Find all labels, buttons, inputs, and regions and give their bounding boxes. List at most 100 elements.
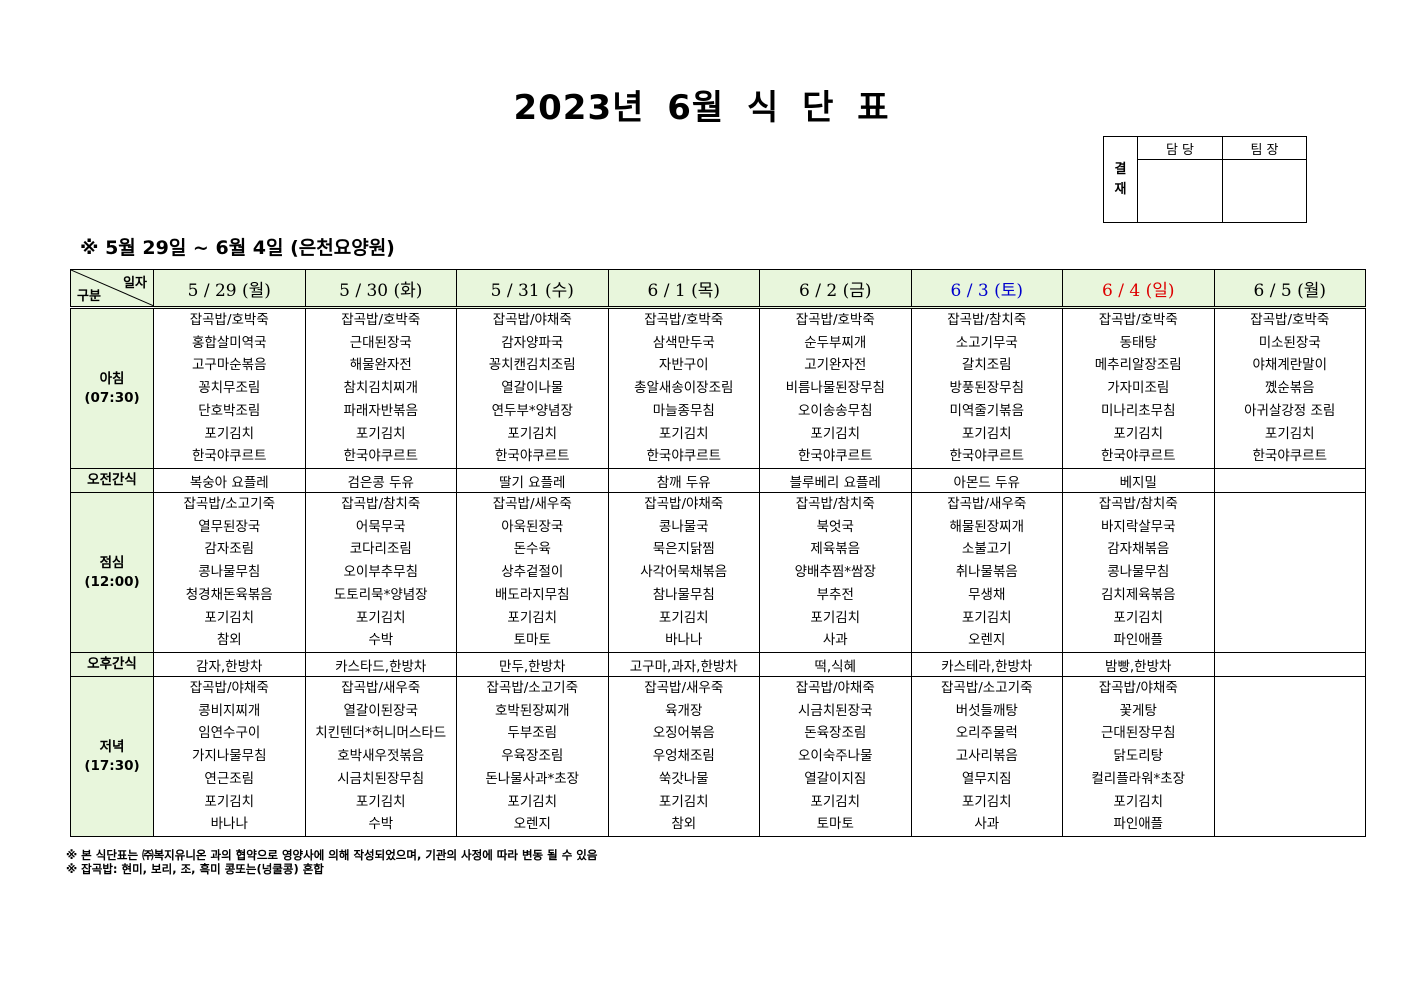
- snack-cell: 카스타드,한방차: [304, 652, 457, 677]
- menu-cell: 잡곡밥/호박죽 미소된장국 야채계란말이 꼤순볶음 아귀살강정 조림 포기김치 한국야쿠르트: [1213, 307, 1366, 469]
- menu-item: 버섯들깨탕: [955, 702, 1018, 719]
- menu-item: 포기김치: [355, 425, 406, 442]
- menu-cell: 잡곡밥/참치죽 북엇국 제육볶음 양배추찜*쌈장 부추전 포기김치 사과: [759, 492, 912, 653]
- approval-sign-manager[interactable]: [1137, 159, 1223, 223]
- menu-item: 고기완자전: [804, 357, 867, 374]
- footnotes: ※ 본 식단표는 ㈜복지유니온 과의 협약으로 영양사에 의해 작성되었으며, …: [66, 848, 597, 876]
- menu-item: 포기김치: [658, 425, 709, 442]
- menu-item: 잡곡밥/야채죽: [644, 496, 724, 513]
- menu-item: 잡곡밥/새우죽: [947, 496, 1027, 513]
- menu-item: 잡곡밥/새우죽: [492, 496, 572, 513]
- menu-item: 한국야쿠르트: [494, 448, 570, 465]
- menu-item: 연근조림: [204, 770, 255, 787]
- menu-item: 포기김치: [658, 609, 709, 626]
- menu-item: 파인애플: [1113, 632, 1164, 649]
- menu-item: 육개장: [665, 702, 703, 719]
- snack-cell: 밤빵,한방차: [1062, 652, 1215, 677]
- menu-item: 한국야쿠르트: [797, 448, 873, 465]
- menu-item: 홍합살미역국: [191, 334, 267, 351]
- menu-item: 포기김치: [355, 793, 406, 810]
- snack-cell: 검은콩 두유: [304, 468, 457, 493]
- menu-item: 돈나물사과*초장: [485, 770, 580, 787]
- menu-item: 메추리알장조림: [1094, 357, 1182, 374]
- meal-time: (12:00): [84, 573, 140, 590]
- menu-item: 소불고기: [961, 541, 1012, 558]
- menu-item: 아귀살강정 조림: [1244, 402, 1336, 419]
- menu-item: 근대된장국: [349, 334, 412, 351]
- menu-item: 포기김치: [810, 609, 861, 626]
- menu-cell: 잡곡밥/새우죽 육개장 오징어볶음 우엉채조림 쑥갓나물 포기김치 참외: [607, 676, 760, 837]
- corner-date-label: 일자: [123, 276, 147, 291]
- day-header: 5 / 29 (월): [153, 269, 306, 309]
- menu-cell: 잡곡밥/새우죽 해물된장찌개 소불고기 취나물볶음 무생채 포기김치 오렌지: [910, 492, 1063, 653]
- row-label: 오후간식: [70, 652, 154, 677]
- menu-item: 포기김치: [961, 793, 1012, 810]
- menu-item: 토마토: [513, 632, 551, 649]
- menu-item: 부추전: [816, 586, 854, 603]
- menu-item: 단호박조림: [198, 402, 261, 419]
- menu-item: 삼색만두국: [652, 334, 715, 351]
- meal-row: 아침 (07:30) 잡곡밥/호박죽 홍합살미역국 고구마순볶음 꽁치무조림 단호박조림 포기…: [70, 307, 1366, 469]
- menu-item: 돈육장조림: [804, 725, 867, 742]
- snack-cell: 베지밀: [1062, 468, 1215, 493]
- menu-item: 열갈이지짐: [804, 770, 867, 787]
- menu-item: 무생채: [968, 586, 1006, 603]
- menu-item: 연두부*양념장: [491, 402, 573, 419]
- menu-item: 포기김치: [204, 425, 255, 442]
- menu-item: 참외: [216, 632, 242, 649]
- menu-item: 잡곡밥/호박죽: [341, 312, 421, 329]
- menu-item: 바지락살무국: [1100, 518, 1176, 535]
- menu-item: 코다리조림: [349, 541, 412, 558]
- meal-row: 점심 (12:00) 잡곡밥/소고기죽 열무된장국 감자조림 콩나물무침 청경채돈육볶음 포기…: [70, 492, 1366, 653]
- menu-item: 가자미조림: [1107, 380, 1170, 397]
- menu-item: 오이부추무침: [343, 564, 419, 581]
- day-header: 5 / 30 (화): [304, 269, 457, 309]
- menu-item: 바나나: [210, 816, 248, 833]
- menu-item: 마늘종무침: [652, 402, 715, 419]
- menu-item: 잡곡밥/야채죽: [189, 680, 269, 697]
- menu-item: 오이숙주나물: [797, 748, 873, 765]
- menu-item: 콩나물무침: [1107, 564, 1170, 581]
- menu-item: 꼤순볶음: [1264, 380, 1315, 397]
- menu-cell: 잡곡밥/호박죽 동태탕 메추리알장조림 가자미조림 미나리초무침 포기김치 한국야쿠르트: [1062, 307, 1215, 469]
- menu-item: 갈치조림: [961, 357, 1012, 374]
- menu-item: 열갈이나물: [501, 380, 564, 397]
- menu-cell: 잡곡밥/야채죽 콩나물국 묵은지닭찜 사각어묵채볶음 참나물무침 포기김치 바나나: [607, 492, 760, 653]
- menu-item: 포기김치: [1113, 425, 1164, 442]
- menu-item: 우엉채조림: [652, 748, 715, 765]
- menu-item: 포기김치: [1113, 609, 1164, 626]
- menu-cell: [1213, 676, 1366, 837]
- snack-cell: 떡,식혜: [759, 652, 912, 677]
- snack-cell: 카스테라,한방차: [910, 652, 1063, 677]
- menu-cell: [1213, 492, 1366, 653]
- menu-item: 한국야쿠르트: [1252, 448, 1328, 465]
- menu-item: 콩비지찌개: [198, 702, 261, 719]
- menu-item: 묵은지닭찜: [652, 541, 715, 558]
- menu-item: 포기김치: [961, 609, 1012, 626]
- menu-item: 고구마순볶음: [191, 357, 267, 374]
- approval-sign-team-lead[interactable]: [1222, 159, 1307, 223]
- menu-item: 닭도리탕: [1113, 748, 1164, 765]
- menu-item: 참치김치찌개: [343, 380, 419, 397]
- menu-cell: 잡곡밥/소고기죽 열무된장국 감자조림 콩나물무침 청경채돈육볶음 포기김치 참외: [153, 492, 306, 653]
- row-label: 아침 (07:30): [70, 307, 154, 469]
- menu-item: 청경채돈육볶음: [185, 586, 273, 603]
- approval-label-1: 결: [1114, 161, 1127, 177]
- menu-cell: 잡곡밥/소고기죽 버섯들깨탕 오리주물럭 고사리볶음 열무지짐 포기김치 사과: [910, 676, 1063, 837]
- meal-time: (17:30): [84, 757, 140, 774]
- menu-item: 포기김치: [355, 609, 406, 626]
- menu-item: 동태탕: [1119, 334, 1157, 351]
- menu-item: 꽁치캔김치조림: [488, 357, 576, 374]
- snack-row: 오전간식 복숭아 요플레 검은콩 두유 딸기 요플레 참깨 두유 블루베리 요플레 아몬드 …: [70, 468, 1366, 493]
- menu-item: 우육장조림: [501, 748, 564, 765]
- footnote: ※ 본 식단표는 ㈜복지유니온 과의 협약으로 영양사에 의해 작성되었으며, …: [66, 848, 598, 862]
- menu-item: 북엇국: [816, 518, 854, 535]
- menu-item: 미소된장국: [1258, 334, 1321, 351]
- menu-item: 비름나물된장무침: [785, 380, 885, 397]
- menu-item: 방풍된장무침: [949, 380, 1025, 397]
- menu-cell: 잡곡밥/참치죽 바지락살무국 감자채볶음 콩나물무침 김치제육볶음 포기김치 파인애플: [1062, 492, 1215, 653]
- menu-item: 고사리볶음: [955, 748, 1018, 765]
- menu-item: 근대된장무침: [1100, 725, 1176, 742]
- menu-item: 잡곡밥/소고기죽: [486, 680, 579, 697]
- menu-item: 수박: [368, 632, 394, 649]
